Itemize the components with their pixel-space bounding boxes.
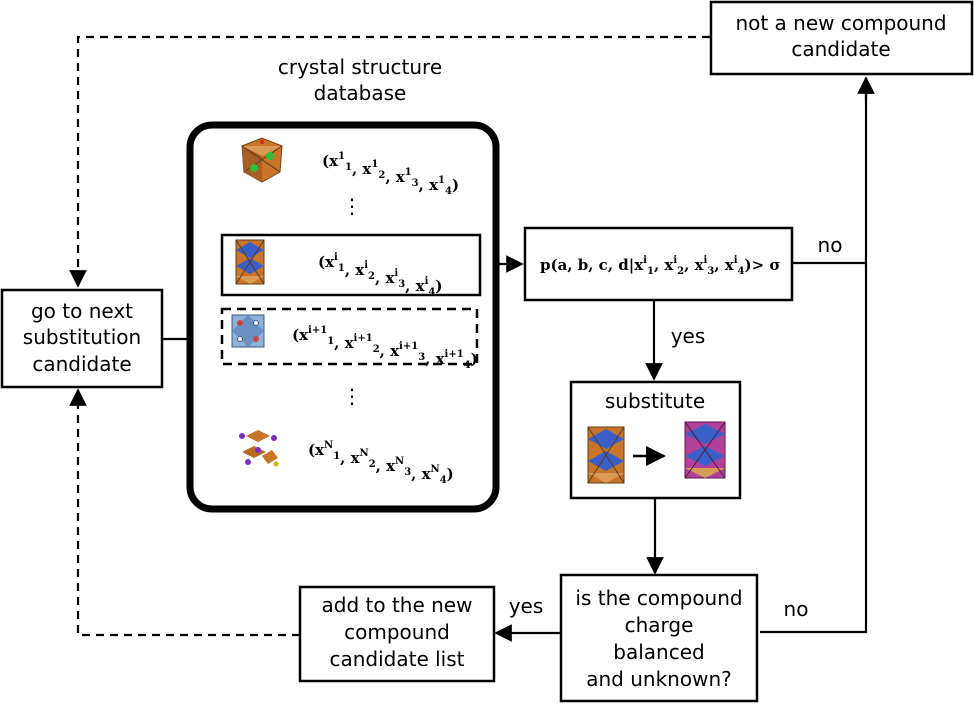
add-list-box (298, 585, 496, 683)
arrow-no-to-not-new (760, 78, 868, 634)
dashed-connector-top (69, 35, 710, 288)
db-row-tuple: (xi1, xi2, xi3, xi4) (318, 252, 442, 298)
substitute-label: substitute (605, 389, 705, 413)
add-list-label-3: candidate list (329, 647, 464, 671)
yes-label-bottom: yes (509, 594, 544, 618)
go-next-label-1: go to next (31, 299, 133, 323)
add-list-label-1: add to the new (322, 593, 473, 617)
ellipsis-top: ⋮ (342, 194, 362, 218)
not-new-box (709, 0, 974, 76)
crystal-N-icon (239, 430, 279, 467)
crystal-before-icon (587, 426, 625, 484)
check-label-2: charge (625, 613, 694, 637)
go-next-label-2: substitution (23, 325, 141, 349)
db-row-tuple: (x11, x12, x13, x14) (322, 151, 459, 197)
crystal-after-icon (684, 421, 726, 479)
yes-label-mid: yes (671, 324, 706, 348)
check-box (559, 573, 759, 703)
add-list-label-2: compound (344, 620, 450, 644)
go-next-label-3: candidate (32, 352, 131, 376)
check-label-3: balanced (613, 640, 704, 664)
probability-box (523, 226, 794, 302)
not-new-label-1: not a new compound (735, 11, 946, 35)
crystal-1-icon (241, 137, 283, 183)
database-title-1: crystal structure (278, 55, 442, 79)
db-row-tuple: (xN1, xN2, xN3, xN4) (308, 440, 454, 486)
database-title-2: database (314, 81, 407, 105)
ellipsis-bottom: ⋮ (342, 384, 362, 408)
dashed-connector-bottom (69, 388, 300, 637)
not-new-label-2: candidate (791, 37, 890, 61)
db-row-tuple: (xi+11, xi+12, xi+13, xi+14) (292, 325, 478, 371)
check-label-4: and unknown? (586, 667, 731, 691)
check-label-1: is the compound (575, 586, 742, 610)
probability-expression: p(a, b, c, d|xi1, xi2, xi3, xi4)> σ (540, 255, 780, 277)
no-label-bottom: no (784, 597, 809, 621)
db-row-i-box (220, 233, 482, 297)
go-next-box (0, 288, 164, 389)
no-label-top: no (818, 233, 843, 257)
crystal-i-icon (235, 239, 265, 285)
crystal-i-plus-1-icon (231, 314, 265, 348)
